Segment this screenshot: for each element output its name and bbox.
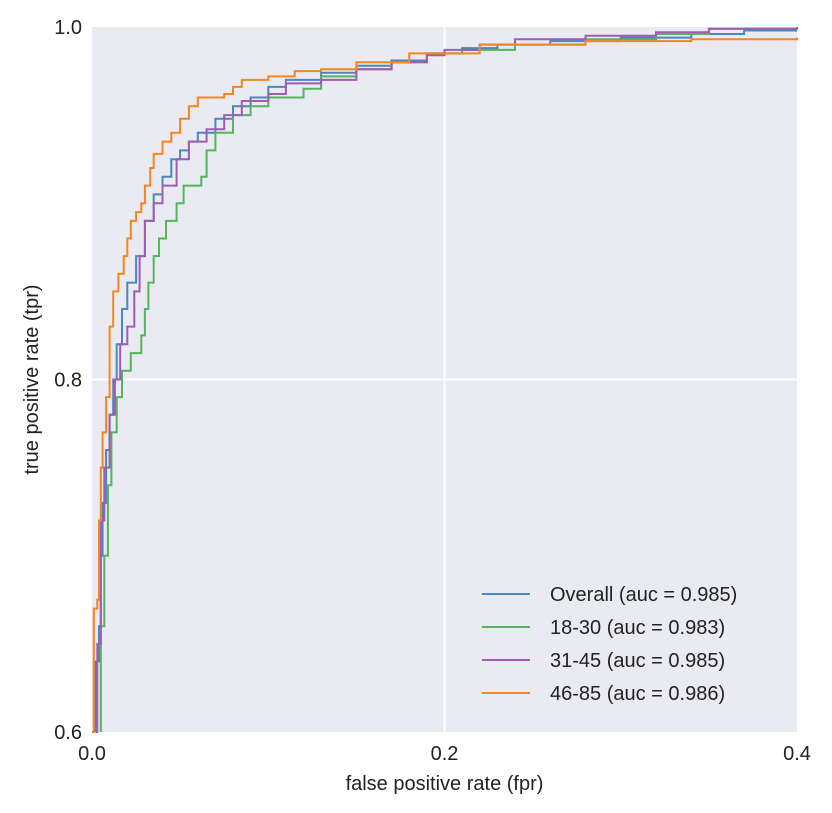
- series-line-4: [92, 37, 798, 733]
- x-tick-label: 0.0: [78, 743, 106, 765]
- x-tick-label: 0.4: [783, 743, 811, 765]
- y-tick-label: 0.8: [54, 370, 82, 392]
- series-line-2: [99, 27, 798, 732]
- legend: Overall (auc = 0.985) 18-30 (auc = 0.983)…: [482, 584, 737, 705]
- grid: [92, 27, 797, 732]
- legend-label-3: 31-45 (auc = 0.985): [550, 650, 725, 672]
- x-tick-label: 0.2: [431, 743, 459, 765]
- y-tick-label: 0.6: [54, 722, 82, 744]
- legend-label-4: 46-85 (auc = 0.986): [550, 683, 725, 705]
- x-axis-ticks: 0.0 0.2 0.4: [78, 743, 811, 765]
- y-axis-ticks: 0.6 0.8 1.0: [54, 17, 82, 744]
- y-tick-label: 1.0: [54, 17, 82, 39]
- x-axis-label: false positive rate (fpr): [346, 773, 544, 795]
- legend-label-1: Overall (auc = 0.985): [550, 584, 737, 606]
- legend-label-2: 18-30 (auc = 0.983): [550, 617, 725, 639]
- y-axis-label: true positive rate (tpr): [21, 284, 43, 474]
- series-layer: [92, 27, 798, 733]
